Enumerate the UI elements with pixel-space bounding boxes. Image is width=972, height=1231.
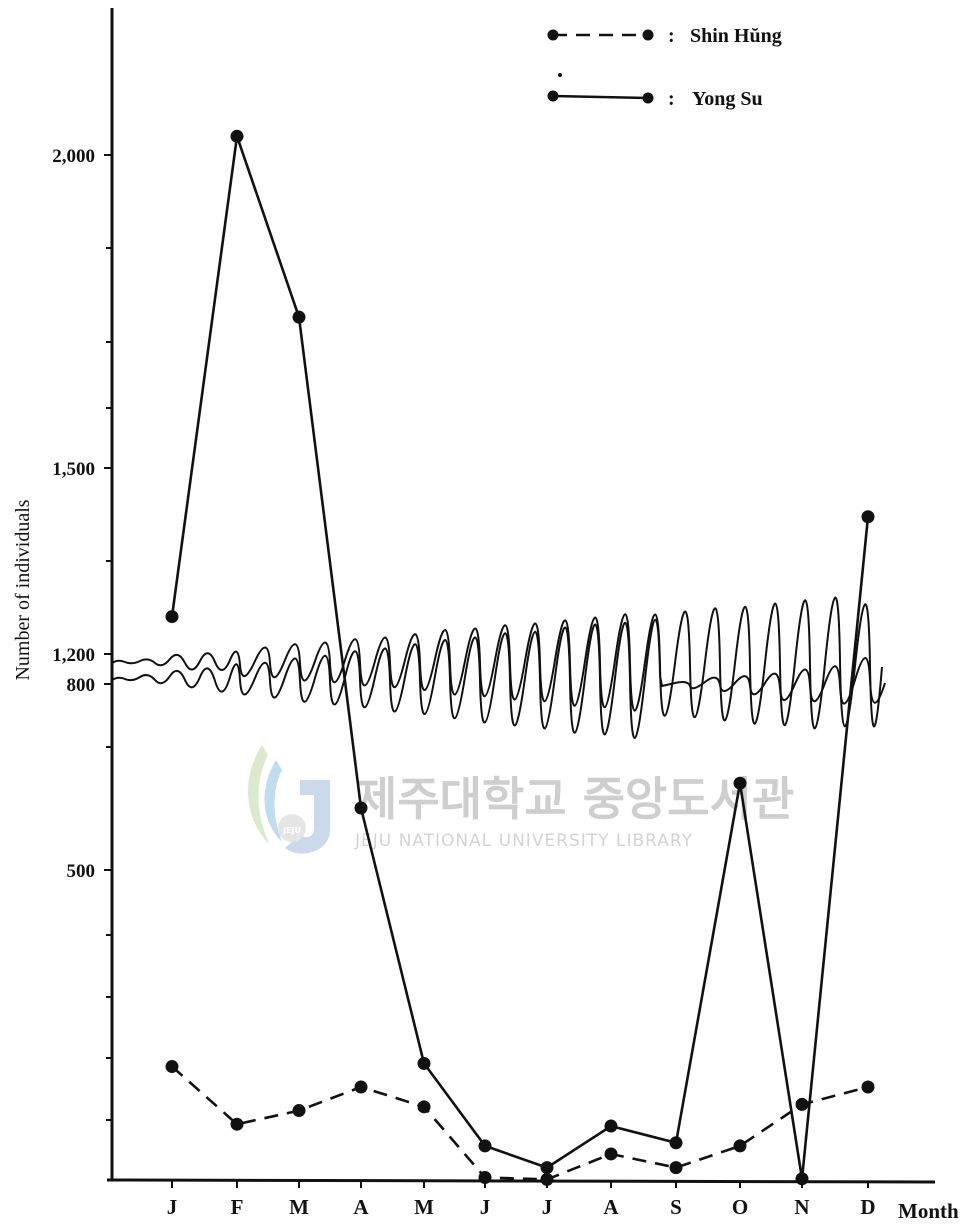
legend-marker: [642, 92, 654, 104]
data-point-yong-su-6: [540, 1161, 554, 1175]
data-point-shin-hung-4: [417, 1100, 431, 1114]
y-tick-label: 1,200: [52, 645, 95, 666]
x-tick-label-2: M: [289, 1195, 309, 1219]
series-shin-hung: [165, 1060, 875, 1186]
legend-marker: [547, 90, 559, 102]
x-tick-label-1: F: [231, 1195, 244, 1219]
data-point-yong-su-2: [292, 310, 306, 324]
data-point-shin-hung-6: [540, 1172, 554, 1186]
series-line-solid: [170, 135, 870, 1181]
data-point-shin-hung-0: [165, 1060, 179, 1074]
legend: : Shin Hŭng : Yong Su: [547, 25, 782, 110]
y-tick-label: 500: [67, 861, 96, 882]
x-tick-label-4: M: [414, 1195, 434, 1219]
y-tick-label: 800: [67, 675, 96, 696]
x-tick-label-7: A: [603, 1195, 619, 1219]
data-point-shin-hung-7: [604, 1147, 618, 1161]
data-point-yong-su-8: [669, 1136, 683, 1150]
data-point-yong-su-7: [604, 1119, 618, 1133]
x-tick-label-8: S: [670, 1195, 682, 1219]
y-axis-title: Number of individuals: [12, 499, 34, 680]
x-tick-label-0: J: [167, 1195, 178, 1219]
data-point-shin-hung-1: [230, 1117, 244, 1131]
data-point-yong-su-11: [861, 510, 875, 524]
data-point-yong-su-1: [230, 129, 244, 143]
legend-label-yong-su: Yong Su: [692, 88, 763, 110]
y-ticks: [104, 154, 112, 1121]
legend-marker: [642, 29, 654, 41]
x-tick-label-9: O: [732, 1195, 748, 1219]
legend-label-shin-hung: Shin Hŭng: [690, 25, 782, 47]
watermark: JEJU 제주대학교 중앙도서관 JEJU NATIONAL UNIVERSIT…: [248, 745, 794, 854]
axis-break-upper: [111, 596, 883, 730]
watermark-korean: 제주대학교 중앙도서관: [355, 772, 794, 826]
legend-marker: [547, 29, 559, 41]
data-point-yong-su-10: [795, 1172, 809, 1186]
data-point-yong-su-9: [733, 776, 747, 790]
x-tick-label-5: J: [480, 1195, 491, 1219]
data-point-shin-hung-9: [733, 1139, 747, 1153]
data-point-shin-hung-5: [478, 1171, 492, 1185]
data-point-shin-hung-8: [669, 1161, 683, 1175]
axis-break-lower: [111, 618, 886, 739]
x-tick-label-3: A: [353, 1195, 369, 1219]
legend-swatch-solid: [552, 94, 649, 100]
data-point-yong-su-0: [165, 610, 179, 624]
data-point-shin-hung-3: [354, 1080, 368, 1094]
legend-item-shin-hung: : Shin Hŭng: [547, 25, 782, 47]
y-tick-label: 2,000: [52, 146, 95, 167]
legend-item-yong-su: : Yong Su: [547, 88, 763, 110]
data-point-shin-hung-10: [795, 1097, 809, 1111]
data-point-yong-su-3: [354, 801, 368, 815]
watermark-english: JEJU NATIONAL UNIVERSITY LIBRARY: [354, 831, 693, 851]
series-yong-su: [165, 129, 875, 1186]
data-point-shin-hung-11: [861, 1080, 875, 1094]
data-point-yong-su-4: [417, 1056, 431, 1070]
data-point-shin-hung-2: [292, 1104, 306, 1118]
legend-speck: [558, 73, 562, 77]
x-axis-title: Month: [898, 1199, 959, 1223]
x-tick-label-10: N: [794, 1195, 809, 1219]
legend-separator: :: [668, 88, 675, 110]
data-point-yong-su-5: [478, 1139, 492, 1153]
x-tick-label-11: D: [860, 1195, 875, 1219]
watermark-logo: JEJU: [248, 745, 330, 854]
watermark-logo-text: JEJU: [282, 826, 301, 835]
series-line-dashed: [171, 1065, 869, 1181]
y-tick-label: 1,500: [52, 459, 95, 480]
legend-separator: :: [668, 25, 675, 47]
x-axis-line: [106, 1178, 936, 1184]
x-tick-label-6: J: [542, 1195, 553, 1219]
